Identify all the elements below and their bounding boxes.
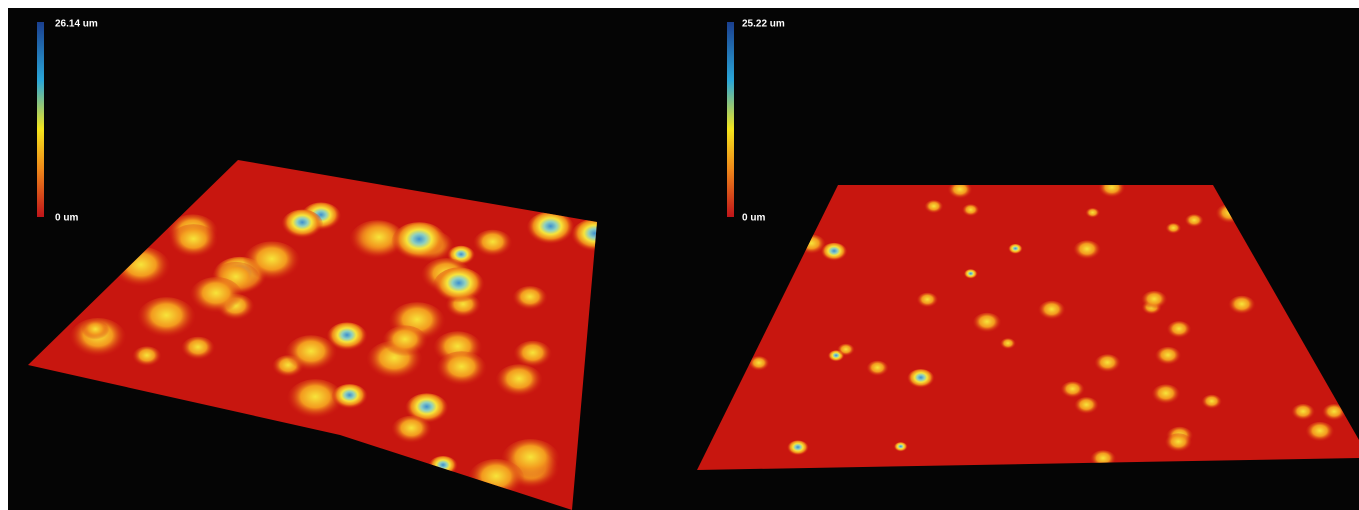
surface-peak bbox=[1085, 208, 1100, 219]
surface-peak bbox=[526, 212, 575, 248]
surface-peak bbox=[331, 384, 368, 411]
surface-peak bbox=[391, 416, 432, 447]
surface-peak bbox=[1155, 347, 1182, 367]
surface-peak bbox=[81, 321, 109, 342]
surface-peak bbox=[894, 442, 908, 453]
surface-peak bbox=[1141, 291, 1168, 311]
scale-max-label: 26.14 um bbox=[55, 19, 98, 30]
topography-view: 26.14 um 0 um 25.22 um 0 um bbox=[0, 0, 1359, 510]
scale-min-label: 0 um bbox=[55, 213, 78, 224]
surface-peak bbox=[382, 325, 428, 359]
surface-peak bbox=[1074, 397, 1099, 416]
scale-max-label: 25.22 um bbox=[742, 19, 785, 30]
surface-peak bbox=[1151, 384, 1180, 406]
surface-peak bbox=[132, 346, 162, 368]
surface-peak bbox=[189, 277, 242, 317]
surface-peak bbox=[1166, 321, 1191, 340]
surface-peak bbox=[391, 222, 447, 264]
surface-peak bbox=[837, 344, 855, 358]
surface-peak bbox=[1073, 240, 1101, 261]
surface-peak bbox=[972, 313, 1001, 335]
surface-peak bbox=[1094, 354, 1121, 374]
surface-peak bbox=[1305, 422, 1334, 444]
surface-peak bbox=[1000, 338, 1016, 350]
surface-peak bbox=[137, 297, 197, 342]
surface-peak bbox=[1165, 223, 1181, 235]
scale-min-label: 0 um bbox=[742, 213, 765, 224]
surface-peak bbox=[512, 286, 548, 313]
surface-peak bbox=[866, 361, 889, 378]
surface-peak bbox=[1228, 296, 1256, 317]
surface-peak bbox=[281, 210, 323, 242]
surface-peak bbox=[1185, 214, 1204, 228]
color-scale bbox=[727, 22, 734, 217]
surface-peak bbox=[787, 441, 809, 458]
surface-peak bbox=[1201, 395, 1222, 411]
surface-peak bbox=[964, 269, 978, 280]
surface-peak bbox=[962, 204, 980, 217]
surface-peak bbox=[1291, 404, 1315, 422]
surface-peak bbox=[1038, 301, 1066, 322]
surface-peak bbox=[924, 200, 943, 215]
surface-peak bbox=[1060, 382, 1085, 400]
color-scale bbox=[37, 22, 44, 217]
surface-peak bbox=[1165, 433, 1193, 454]
surface-peak bbox=[1008, 244, 1023, 255]
surface-peak bbox=[285, 335, 338, 375]
surface-peak bbox=[916, 293, 938, 309]
surface-peak bbox=[513, 341, 552, 370]
surface-peak bbox=[473, 230, 513, 260]
surface-peak bbox=[436, 351, 487, 389]
surface-peak bbox=[169, 224, 218, 261]
surface-peak bbox=[433, 267, 485, 306]
surface-peak bbox=[907, 369, 935, 390]
surface-peak bbox=[181, 337, 215, 363]
